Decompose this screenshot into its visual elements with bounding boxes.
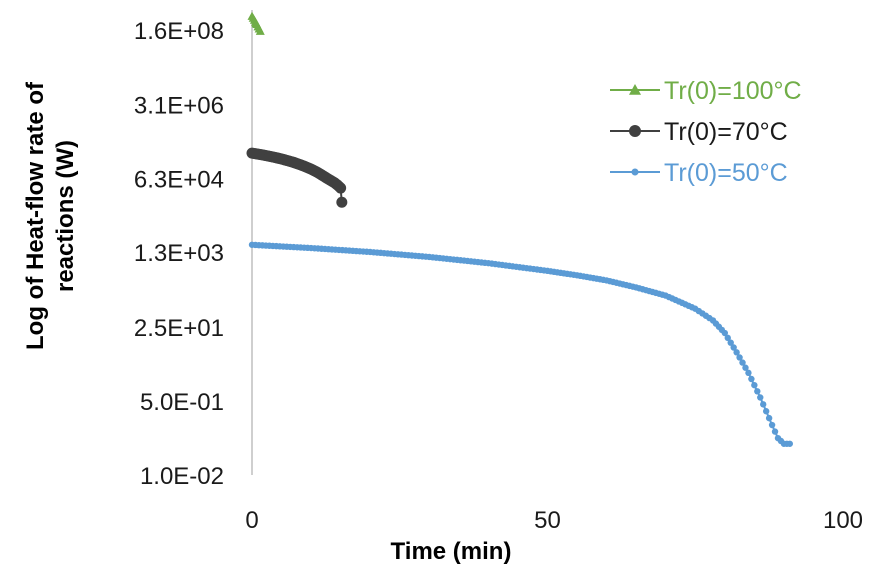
data-point: [733, 349, 740, 356]
legend-marker: [631, 168, 639, 176]
legend-marker: [629, 84, 641, 95]
series-3: [248, 241, 794, 447]
data-point: [730, 344, 737, 351]
y-tick-label: 6.3E+04: [134, 166, 224, 193]
legend-label: Tr(0)=100°C: [664, 77, 802, 105]
y-tick-label: 1.3E+03: [134, 240, 224, 267]
y-axis-title-line-2: reactions (W): [52, 140, 79, 292]
data-point: [739, 359, 746, 366]
y-tick-label: 2.5E+01: [134, 315, 224, 342]
data-point: [786, 440, 794, 447]
x-tick-label: 100: [823, 507, 863, 534]
y-tick-labels: 1.0E-02 5.0E-01 2.5E+01 1.3E+03 6.3E+04 3.1E+…: [134, 18, 224, 490]
legend-item: Tr(0)=50°C: [610, 159, 788, 187]
data-point: [742, 364, 749, 371]
x-tick-label: 50: [534, 507, 561, 534]
y-tick-label: 1.0E-02: [140, 463, 224, 490]
data-point: [745, 369, 752, 377]
series-2: [246, 147, 348, 208]
x-tick-labels: 0 50 100: [245, 507, 863, 534]
data-point: [736, 354, 743, 361]
data-point: [727, 339, 734, 346]
data-point: [255, 26, 265, 35]
data-point: [336, 196, 348, 208]
legend-item: Tr(0)=100°C: [610, 77, 802, 105]
data-point: [762, 408, 770, 415]
data-point: [335, 182, 347, 194]
legend-label: Tr(0)=70°C: [664, 118, 788, 146]
data-point: [768, 421, 776, 429]
series-line: [251, 243, 790, 445]
data-point: [771, 428, 779, 435]
data-point: [751, 381, 758, 389]
data-point: [760, 401, 767, 408]
series-group: [246, 11, 794, 447]
legend: Tr(0)=100°C Tr(0)=70°C Tr(0)=50°C: [610, 77, 802, 187]
series-1: [247, 11, 265, 35]
y-tick-label: 5.0E-01: [140, 389, 224, 416]
data-point: [757, 394, 764, 401]
data-point: [724, 334, 731, 342]
data-point: [754, 388, 761, 395]
y-tick-label: 3.1E+06: [134, 93, 224, 120]
legend-item: Tr(0)=70°C: [610, 118, 788, 146]
y-tick-label: 1.6E+08: [134, 18, 224, 45]
legend-label: Tr(0)=50°C: [664, 159, 788, 187]
data-point: [721, 329, 728, 337]
x-tick-label: 0: [245, 507, 258, 534]
x-axis-title: Time (min): [391, 538, 512, 565]
data-point: [765, 414, 773, 422]
data-point: [748, 375, 755, 383]
legend-marker: [629, 125, 641, 137]
y-axis-title-line-1: Log of Heat-flow rate of: [22, 81, 49, 350]
